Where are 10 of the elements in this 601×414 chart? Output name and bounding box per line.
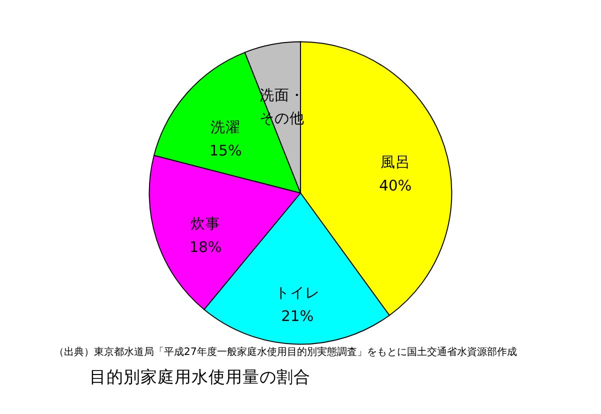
data-label: 21% (281, 308, 314, 326)
slice-label: 炊事 (190, 216, 221, 233)
data-label: 15% (209, 142, 242, 160)
slice-label: 風呂 (380, 154, 410, 172)
slice-label: 洗濯 (210, 118, 241, 136)
text: 目的別家庭用水使用量の割合 (90, 367, 311, 386)
slice-label: トイレ (274, 284, 320, 302)
data-label: 18% (189, 239, 222, 256)
text: （出典）東京都水道局「平成27年度一般家庭水使用目的別実態調査」をもとに国土交通省水資源部作成 (54, 346, 517, 358)
data-label: 40% (379, 177, 412, 194)
